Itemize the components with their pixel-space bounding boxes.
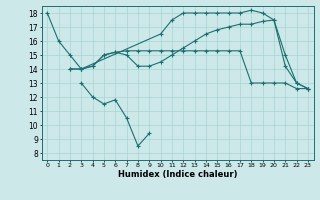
X-axis label: Humidex (Indice chaleur): Humidex (Indice chaleur)	[118, 170, 237, 179]
